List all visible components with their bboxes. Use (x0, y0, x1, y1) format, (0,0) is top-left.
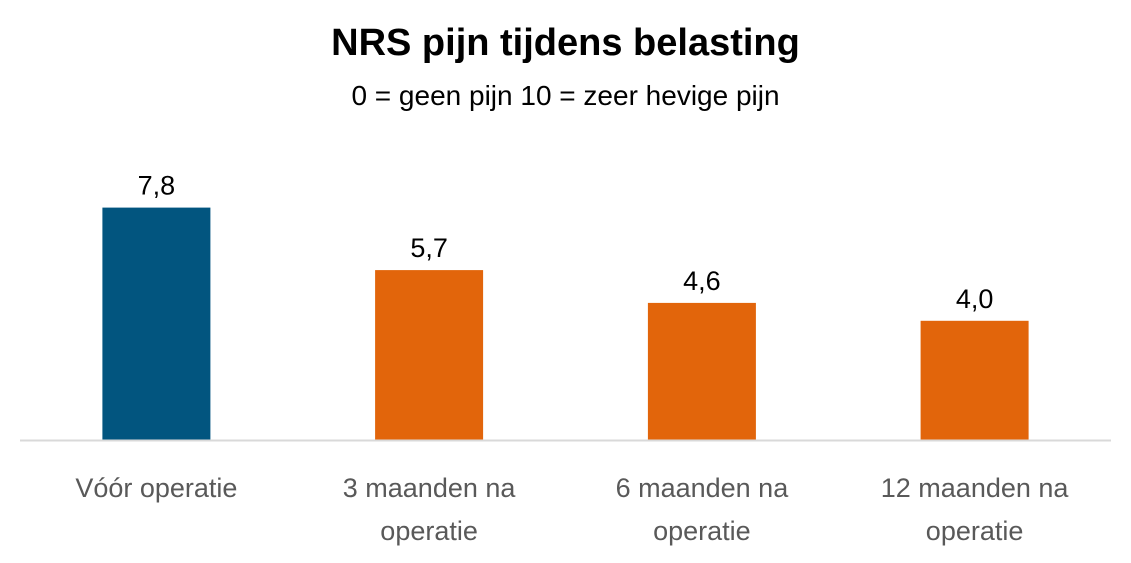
category-label-2: 3 maanden na operatie (343, 473, 517, 546)
bar-2 (375, 270, 484, 440)
category-labels-group: Vóór operatie 3 maanden na operatie 6 maand… (75, 473, 1069, 546)
bar-value-label-1: 7,8 (138, 171, 176, 201)
bar-value-label-2: 5,7 (410, 233, 448, 263)
category-label-4: 12 maanden na operatie (881, 473, 1070, 546)
category-label-3: 6 maanden na operatie (616, 473, 790, 546)
bar-value-label-3: 4,6 (683, 266, 721, 296)
chart-title: NRS pijn tijdens belasting (331, 22, 800, 64)
value-labels-group: 7,8 5,7 4,6 4,0 (138, 171, 994, 314)
category-label-1: Vóór operatie (75, 473, 237, 503)
bar-value-label-4: 4,0 (956, 284, 994, 314)
bar-3 (647, 302, 756, 440)
chart-subtitle: 0 = geen pijn 10 = zeer hevige pijn (351, 80, 780, 111)
bar-4 (920, 320, 1029, 440)
bars-group (102, 207, 1029, 440)
bar-1 (102, 207, 211, 440)
